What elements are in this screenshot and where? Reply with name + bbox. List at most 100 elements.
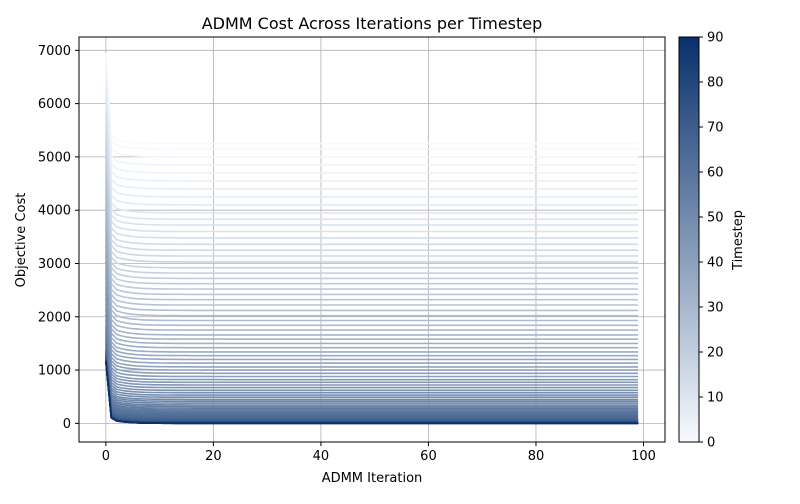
y-tick-label: 6000 — [38, 97, 71, 112]
series-line-timestep-6 — [105, 84, 639, 190]
colorbar-tick-label: 30 — [707, 301, 724, 316]
series-line-timestep-17 — [105, 143, 639, 263]
series-line-timestep-27 — [105, 196, 639, 317]
series-line-timestep-51 — [105, 324, 639, 401]
y-tick-label: 7000 — [38, 44, 71, 59]
series-line-timestep-4 — [105, 74, 639, 174]
series-line-timestep-1 — [105, 58, 639, 150]
series-line-timestep-37 — [105, 250, 639, 361]
colorbar-tick-label: 80 — [707, 76, 724, 91]
series-line-timestep-36 — [105, 244, 639, 357]
colorbar-tick-label: 90 — [707, 31, 724, 46]
colorbar-tick-label: 10 — [707, 391, 724, 406]
series-line-timestep-14 — [105, 127, 639, 246]
series-line-timestep-16 — [105, 138, 639, 257]
y-tick-label: 5000 — [38, 150, 71, 165]
series-line-timestep-24 — [105, 180, 639, 301]
series-line-timestep-42 — [105, 276, 639, 378]
series-line-timestep-61 — [105, 349, 639, 416]
colorbar-tick-label: 20 — [707, 346, 724, 361]
x-tick-label: 80 — [528, 449, 545, 464]
series-line-timestep-38 — [105, 255, 639, 364]
series-line-timestep-55 — [105, 335, 639, 408]
series-line-timestep-26 — [105, 191, 639, 312]
series-line-timestep-56 — [105, 338, 639, 410]
x-axis-label: ADMM Iteration — [322, 471, 423, 486]
series-line-timestep-64 — [105, 352, 639, 419]
series-line-timestep-34 — [105, 234, 639, 349]
series-line-timestep-52 — [105, 327, 639, 403]
x-tick-label: 60 — [420, 449, 437, 464]
series-line-timestep-62 — [105, 350, 639, 417]
series-line-timestep-50 — [105, 319, 639, 399]
series-line-timestep-20 — [105, 159, 639, 280]
series-line-timestep-9 — [105, 100, 639, 214]
series-lines — [105, 52, 639, 425]
chart-title: ADMM Cost Across Iterations per Timestep — [202, 14, 543, 33]
series-line-timestep-22 — [105, 170, 639, 290]
series-line-timestep-21 — [105, 164, 639, 285]
series-line-timestep-46 — [105, 298, 639, 389]
series-line-timestep-12 — [105, 116, 639, 233]
series-line-timestep-28 — [105, 202, 639, 322]
colorbar-tick-label: 70 — [707, 121, 724, 136]
series-line-timestep-58 — [105, 343, 639, 412]
series-line-timestep-47 — [105, 303, 639, 392]
series-line-timestep-7 — [105, 90, 639, 198]
series-line-timestep-90 — [105, 361, 639, 425]
series-line-timestep-18 — [105, 148, 639, 269]
series-line-timestep-0 — [105, 52, 639, 145]
series-line-timestep-48 — [105, 308, 639, 394]
series-line-timestep-3 — [105, 68, 639, 166]
series-line-timestep-15 — [105, 132, 639, 251]
series-line-timestep-5 — [105, 79, 639, 182]
y-tick-label: 1000 — [38, 364, 71, 379]
series-line-timestep-19 — [105, 154, 639, 274]
series-line-timestep-43 — [105, 282, 639, 381]
y-tick-label: 3000 — [38, 257, 71, 272]
series-line-timestep-29 — [105, 207, 639, 327]
colorbar-tick-label: 40 — [707, 256, 724, 271]
series-line-timestep-53 — [105, 330, 639, 404]
series-line-timestep-60 — [105, 348, 639, 415]
series-line-timestep-41 — [105, 271, 639, 375]
series-line-timestep-2 — [105, 63, 639, 158]
series-line-timestep-23 — [105, 175, 639, 296]
series-line-timestep-49 — [105, 314, 639, 396]
series-line-timestep-13 — [105, 122, 639, 239]
colorbar-tick-label: 0 — [707, 436, 715, 451]
series-line-timestep-33 — [105, 228, 639, 345]
x-tick-label: 0 — [102, 449, 110, 464]
series-line-timestep-10 — [105, 106, 639, 220]
colorbar-label: Timestep — [731, 210, 746, 271]
y-axis-label: Objective Cost — [14, 193, 29, 288]
grid-lines — [79, 37, 665, 442]
colorbar-tick-label: 60 — [707, 166, 724, 181]
series-line-timestep-44 — [105, 287, 639, 384]
series-line-timestep-32 — [105, 223, 639, 341]
series-line-timestep-11 — [105, 111, 639, 226]
y-tick-label: 0 — [63, 417, 71, 432]
y-tick-label: 2000 — [38, 310, 71, 325]
series-line-timestep-54 — [105, 332, 639, 406]
series-line-timestep-63 — [105, 351, 639, 418]
colorbar — [678, 36, 700, 443]
series-line-timestep-59 — [105, 346, 639, 414]
series-line-timestep-35 — [105, 239, 639, 353]
plot-frame — [78, 36, 666, 443]
series-line-timestep-45 — [105, 292, 639, 386]
series-line-timestep-30 — [105, 212, 639, 331]
series-line-timestep-39 — [105, 260, 639, 368]
series-line-timestep-40 — [105, 266, 639, 371]
series-line-timestep-57 — [105, 340, 639, 411]
colorbar-ticks: 0 10 20 30 40 50 60 70 80 90 — [699, 31, 724, 451]
x-tick-label: 20 — [205, 449, 222, 464]
y-tick-label: 4000 — [38, 204, 71, 219]
series-line-timestep-31 — [105, 218, 639, 336]
x-tick-label: 40 — [313, 449, 330, 464]
colorbar-tick-label: 50 — [707, 211, 724, 226]
x-axis-ticks: 0 20 40 60 80 100 — [102, 442, 656, 464]
series-line-timestep-8 — [105, 95, 639, 206]
